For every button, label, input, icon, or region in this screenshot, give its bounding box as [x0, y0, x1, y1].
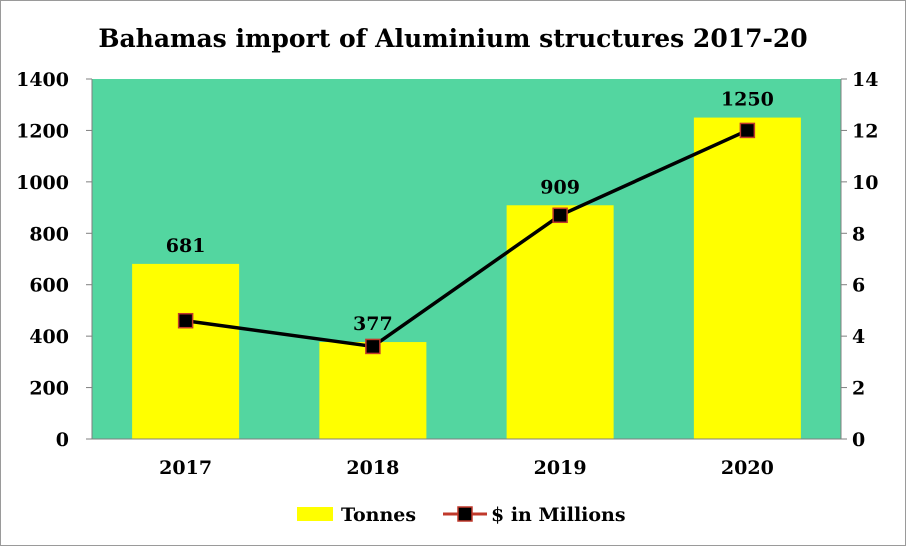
legend-label-millions: $ in Millions [491, 504, 626, 526]
legend: Tonnes $ in Millions [297, 504, 626, 526]
left-tick-label: 1000 [16, 172, 69, 194]
line-point-2018 [365, 338, 381, 355]
x-tick-label: 2019 [534, 457, 587, 479]
bar-2020 [693, 117, 801, 440]
legend-label-tonnes: Tonnes [341, 504, 416, 526]
line-point-2019 [552, 207, 568, 224]
left-tick-label: 600 [29, 275, 69, 297]
right-tick-label: 2 [852, 378, 865, 400]
left-tick-label: 200 [29, 378, 69, 400]
x-tick-label: 2017 [159, 457, 212, 479]
bar-2018 [319, 342, 427, 439]
x-tick-label: 2018 [346, 457, 399, 479]
bar-label-2020: 1250 [721, 89, 774, 111]
left-tick-label: 1200 [16, 120, 69, 142]
right-tick-label: 6 [852, 275, 865, 297]
right-tick-label: 10 [852, 172, 878, 194]
right-tick-label: 8 [852, 223, 865, 245]
line-point-2020 [739, 122, 756, 139]
legend-marker [457, 506, 473, 522]
bar-label-2017: 681 [166, 235, 206, 257]
line-point-2017 [177, 312, 194, 329]
bar-label-2019: 909 [540, 176, 580, 198]
chart-title: Bahamas import of Aluminium structures 2… [98, 24, 807, 53]
bar-label-2018: 377 [353, 313, 393, 335]
right-tick-label: 12 [852, 120, 878, 142]
left-tick-label: 800 [29, 223, 69, 245]
line-series-millions [185, 128, 749, 349]
legend-swatch-tonnes [297, 507, 333, 521]
left-tick-label: 400 [29, 326, 69, 348]
right-tick-label: 14 [852, 69, 878, 91]
x-tick-label: 2020 [721, 457, 774, 479]
bar-2017 [132, 263, 240, 439]
left-tick-label: 1400 [16, 69, 69, 91]
right-tick-label: 0 [852, 429, 865, 451]
left-tick-label: 0 [56, 429, 69, 451]
right-tick-label: 4 [852, 326, 865, 348]
bar-2019 [506, 205, 614, 439]
